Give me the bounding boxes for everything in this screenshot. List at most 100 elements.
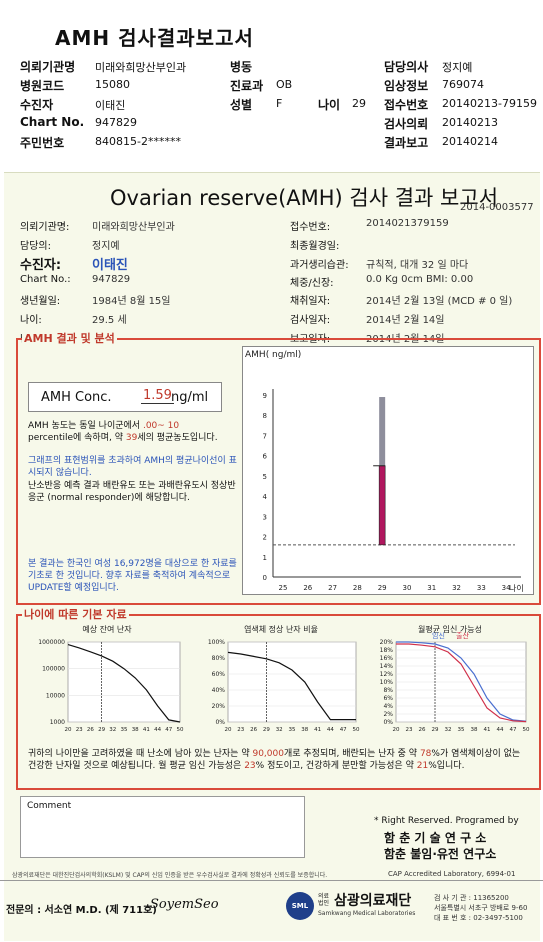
mini-xtick: 29 bbox=[432, 727, 439, 733]
lab-name-2: 함춘 불임·유전 연구소 bbox=[384, 847, 497, 861]
patient-label: 수진자: bbox=[20, 258, 62, 273]
patient-label: 의뢰기관명: bbox=[20, 222, 70, 233]
amh-text-3: 난소반응 예측 결과 배란유도 또는 과배란유도시 정상반응군 (normal … bbox=[28, 481, 236, 503]
header-label: 나이 bbox=[318, 98, 341, 112]
mini-xtick: 29 bbox=[98, 727, 105, 733]
mini-xtick: 38 bbox=[471, 727, 478, 733]
header-value: 769074 bbox=[442, 78, 484, 91]
header-label: 접수번호 bbox=[384, 98, 429, 112]
amh-xlabel: 나이 bbox=[509, 583, 524, 593]
mini-xtick: 26 bbox=[419, 727, 426, 733]
report-label: 체중/신장: bbox=[290, 278, 334, 289]
mini-series-line bbox=[67, 644, 181, 723]
mini-xtick: 29 bbox=[263, 727, 270, 733]
mini-plot-area bbox=[67, 641, 181, 723]
mini-title: 예상 잔여 난자 bbox=[82, 624, 132, 634]
mini-series-line bbox=[396, 641, 527, 722]
amh-ytick: 1 bbox=[263, 554, 267, 562]
mini-ytick: 60% bbox=[212, 671, 226, 678]
amh-text-2: 그래프의 표현범위를 초과하여 AMH의 평균나이선이 표시되지 않습니다. bbox=[28, 456, 237, 478]
cert-text: 삼광의료재단은 대한진단검사의학회(KSLM) 및 CAP의 신임 인증을 받은… bbox=[12, 872, 328, 879]
amh-conc-box: AMH Conc. 1.59 ng/ml bbox=[28, 382, 222, 412]
lab-name-1: 함 춘 기 술 연 구 소 bbox=[384, 831, 487, 845]
mini-ytick: 40% bbox=[212, 687, 226, 694]
mini-ytick: 10% bbox=[380, 679, 394, 686]
mini-ytick: 10000 bbox=[46, 692, 65, 699]
mini-xtick: 47 bbox=[165, 727, 172, 733]
mini-ytick: 20% bbox=[380, 639, 394, 646]
amh-xtick: 25 bbox=[279, 584, 288, 592]
header-label: 검사의뢰 bbox=[384, 117, 429, 131]
mini-legend-2: 출산 bbox=[456, 631, 469, 640]
amh-xtick: 26 bbox=[303, 584, 312, 592]
amh-ytick: 4 bbox=[263, 493, 268, 501]
org-en: Samkwang Medical Laboratories bbox=[318, 910, 416, 917]
report-value: 0.0 Kg 0cm BMI: 0.00 bbox=[366, 274, 474, 285]
report-value: 2014년 2월 13일 (MCD # 0 일) bbox=[366, 296, 513, 307]
header-value: F bbox=[276, 97, 283, 110]
mini-ytick: 8% bbox=[383, 687, 393, 694]
amh-xtick: 29 bbox=[378, 584, 387, 592]
header-value: 947829 bbox=[95, 116, 137, 129]
header-label: 주민번호 bbox=[20, 136, 65, 150]
amh-section-title: AMH 결과 및 분석 bbox=[22, 330, 117, 346]
eggs-chart-panel: 예상 잔여 난자 1000000 100000 10000 1000 20 23 26 29 32… bbox=[28, 622, 186, 742]
doctor-name: 전문의 : 서소연 M.D. (제 711호) bbox=[6, 905, 157, 916]
age-section-title: 나이에 따른 기본 자료 bbox=[22, 606, 129, 622]
amh-section bbox=[16, 338, 541, 605]
mini-xtick: 35 bbox=[458, 727, 465, 733]
mini-xtick: 23 bbox=[76, 727, 83, 733]
mini-ytick: 2% bbox=[383, 711, 393, 718]
org-contact: 검 사 기 관 : 11365200 서울특별시 서초구 방배로 9-60 대 … bbox=[434, 894, 528, 922]
amh-conc-unit: ng/ml bbox=[171, 390, 209, 405]
mini-series-line bbox=[227, 651, 356, 721]
patient-label: Chart No.: bbox=[20, 274, 71, 285]
mini-ytick: 100000 bbox=[42, 666, 65, 673]
report-label: 검사일자: bbox=[290, 315, 331, 326]
mini-ytick: 80% bbox=[212, 655, 226, 662]
mini-title: 염색체 정상 난자 비율 bbox=[244, 624, 318, 634]
org-name: 삼광의료재단 bbox=[334, 893, 412, 909]
patient-value: 1984년 8월 15일 bbox=[92, 296, 171, 307]
amh-xtick: 32 bbox=[452, 584, 461, 592]
header-label: 결과보고 bbox=[384, 136, 429, 150]
amh-ytick: 2 bbox=[263, 534, 267, 542]
mini-legend-1: 임신 bbox=[432, 631, 445, 640]
amh-conc-value: 1.59 bbox=[141, 388, 174, 404]
amh-text-1: AMH 농도는 동일 나이군에서 .00~ 10 percentile에 속하며… bbox=[28, 421, 218, 443]
mini-xtick: 23 bbox=[237, 727, 244, 733]
mini-ytick: 4% bbox=[383, 703, 393, 710]
header-value: OB bbox=[276, 78, 293, 91]
rights-text: * Right Reserved. Programed by bbox=[374, 816, 519, 826]
mini-series-line bbox=[396, 643, 527, 723]
mini-ytick: 1000000 bbox=[38, 639, 65, 646]
patient-value: 정지예 bbox=[92, 241, 120, 252]
mini-ytick: 100% bbox=[208, 639, 225, 646]
doctor-signature: SoyemSeo bbox=[150, 897, 219, 912]
header-value: 29 bbox=[352, 97, 366, 110]
normal-eggs-chart: 염색체 정상 난자 비율 100% 80% 60% 40% 20% 0%20 23 26 29 32… bbox=[208, 624, 360, 733]
patient-label: 나이: bbox=[20, 315, 42, 326]
amh-upper-bar bbox=[379, 397, 386, 466]
mini-xtick: 44 bbox=[497, 727, 504, 733]
patient-label: 담당의: bbox=[20, 241, 51, 252]
mini-xtick: 50 bbox=[523, 727, 530, 733]
mini-xtick: 44 bbox=[327, 727, 334, 733]
patient-value: 947829 bbox=[92, 274, 131, 285]
amh-ytick: 5 bbox=[263, 473, 267, 481]
comment-box[interactable]: Comment bbox=[20, 796, 305, 858]
amh-xtick: 27 bbox=[328, 584, 337, 592]
header-value: 20140213-79159 bbox=[442, 97, 537, 110]
mini-plot-area bbox=[227, 641, 357, 723]
mini-xtick: 38 bbox=[301, 727, 308, 733]
pregnancy-chart-panel: 월평균 임신 가능성 20% 18% 16% 14% 12% 10% 8% 6% 4% 2% 0% 20… bbox=[368, 622, 532, 742]
header-label: 담당의사 bbox=[384, 60, 429, 74]
cap-text: CAP Accredited Laboratory, 6994-01 bbox=[388, 870, 516, 878]
header-value: 20140214 bbox=[442, 135, 498, 148]
amh-lower-bar bbox=[378, 465, 386, 546]
mini-ytick: 16% bbox=[380, 655, 394, 662]
page-title: AMH 검사결과보고서 bbox=[55, 26, 254, 50]
mini-xtick: 32 bbox=[445, 727, 452, 733]
header-label: 병동 bbox=[230, 60, 253, 74]
